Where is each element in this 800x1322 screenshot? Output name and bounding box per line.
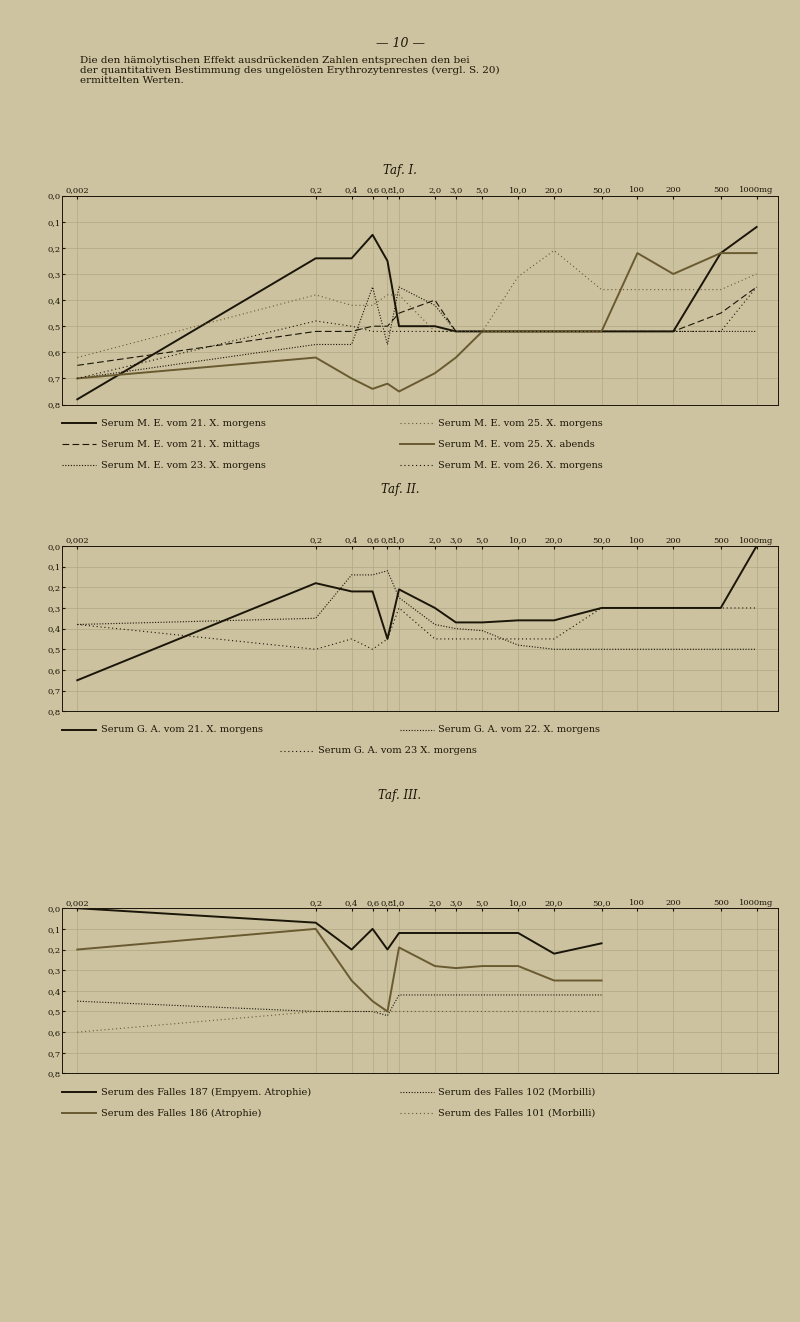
Text: Taf. II.: Taf. II. — [381, 483, 419, 496]
Text: Taf. III.: Taf. III. — [378, 789, 422, 802]
Text: Taf. I.: Taf. I. — [383, 164, 417, 177]
Text: Serum des Falles 187 (Empyem. Atrophie): Serum des Falles 187 (Empyem. Atrophie) — [101, 1088, 311, 1096]
Text: Serum des Falles 102 (Morbilli): Serum des Falles 102 (Morbilli) — [438, 1088, 596, 1096]
Text: Serum G. A. vom 23 X. morgens: Serum G. A. vom 23 X. morgens — [318, 747, 478, 755]
Text: Serum M. E. vom 21. X. morgens: Serum M. E. vom 21. X. morgens — [101, 419, 266, 427]
Text: Serum M. E. vom 26. X. morgens: Serum M. E. vom 26. X. morgens — [438, 461, 603, 469]
Text: Serum des Falles 186 (Atrophie): Serum des Falles 186 (Atrophie) — [101, 1109, 261, 1117]
Text: — 10 —: — 10 — — [375, 37, 425, 50]
Text: Die den hämolytischen Effekt ausdrückenden Zahlen entsprechen den bei
der quanti: Die den hämolytischen Effekt ausdrückend… — [80, 56, 500, 86]
Text: Serum M. E. vom 23. X. morgens: Serum M. E. vom 23. X. morgens — [101, 461, 266, 469]
Text: Serum des Falles 101 (Morbilli): Serum des Falles 101 (Morbilli) — [438, 1109, 596, 1117]
Text: Serum M. E. vom 21. X. mittags: Serum M. E. vom 21. X. mittags — [101, 440, 260, 448]
Text: Serum G. A. vom 22. X. morgens: Serum G. A. vom 22. X. morgens — [438, 726, 601, 734]
Text: Serum M. E. vom 25. X. morgens: Serum M. E. vom 25. X. morgens — [438, 419, 603, 427]
Text: Serum M. E. vom 25. X. abends: Serum M. E. vom 25. X. abends — [438, 440, 595, 448]
Text: Serum G. A. vom 21. X. morgens: Serum G. A. vom 21. X. morgens — [101, 726, 262, 734]
